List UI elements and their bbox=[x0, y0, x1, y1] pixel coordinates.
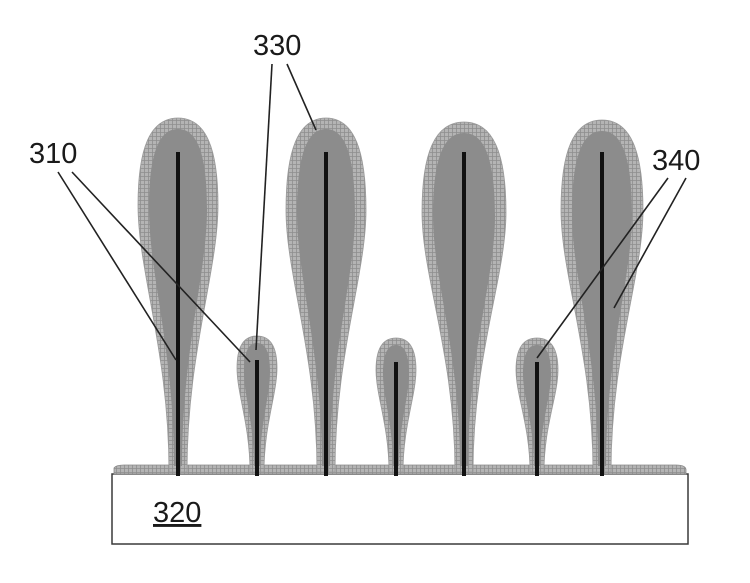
leader-lines bbox=[57, 63, 687, 363]
leader-310-a bbox=[57, 171, 177, 361]
leader-330-a bbox=[255, 63, 273, 351]
label-substrate: 320 bbox=[153, 497, 201, 529]
leader-340-b bbox=[613, 177, 687, 309]
nanowire-structure-tall-3 bbox=[421, 121, 507, 476]
label-inner-coating: 330 bbox=[253, 30, 301, 62]
nanowire-structure-short-2 bbox=[375, 337, 417, 476]
nanowire-structure-short-1 bbox=[236, 335, 278, 476]
nanowire-structures bbox=[137, 117, 644, 476]
nanowire-structure-tall-1 bbox=[137, 117, 219, 476]
leader-310-b bbox=[71, 171, 251, 363]
substrate bbox=[111, 473, 689, 545]
label-outer-coating: 340 bbox=[652, 145, 700, 177]
nanowire-structure-tall-2 bbox=[285, 117, 367, 476]
label-nanowire: 310 bbox=[29, 138, 77, 170]
nanowire-structure-short-3 bbox=[515, 337, 559, 476]
nanowire-structure-tall-4 bbox=[560, 119, 644, 476]
leader-330-b bbox=[286, 63, 317, 131]
leader-340-a bbox=[536, 177, 669, 359]
